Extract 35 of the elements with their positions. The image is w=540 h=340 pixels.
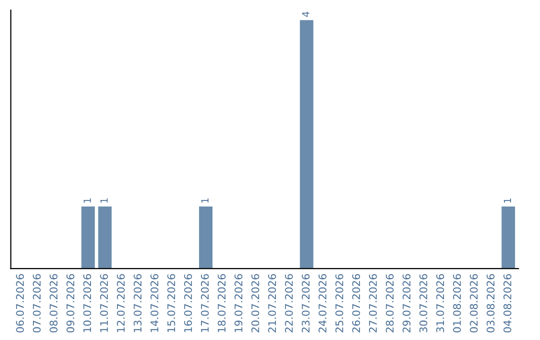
x-tick-label: 22.07.2026 [284, 274, 293, 332]
x-tick-label: 24.07.2026 [318, 274, 326, 332]
x-tick-label: 17.07.2026 [200, 274, 209, 332]
data-label: 1 [84, 198, 91, 203]
x-tick-label: 08.07.2026 [50, 274, 58, 332]
x-tick-label: 19.07.2026 [234, 274, 242, 332]
x-tick-label: 30.07.2026 [419, 274, 428, 332]
x-tick-label: 12.07.2026 [116, 274, 125, 332]
x-tick-label: 31.07.2026 [436, 274, 444, 332]
x-tick-label: 25.07.2026 [335, 274, 344, 332]
x-tick-label: 28.07.2026 [386, 274, 394, 332]
x-tick-label: 29.07.2026 [402, 274, 410, 332]
x-tick-label: 01.08.2026 [453, 274, 461, 332]
x-tick-label: 11.07.2026 [100, 274, 108, 332]
x-tick-label: 16.07.2026 [184, 274, 192, 332]
x-tick-label: 07.07.2026 [32, 274, 41, 332]
data-label: 1 [504, 198, 511, 203]
x-tick-label: 23.07.2026 [302, 274, 310, 332]
x-tick-label: 18.07.2026 [218, 274, 226, 332]
x-tick-label: 03.08.2026 [486, 274, 495, 332]
x-tick-label: 14.07.2026 [150, 274, 158, 332]
x-tick-label: 27.07.2026 [368, 274, 377, 332]
x-tick-label: 20.07.2026 [251, 274, 260, 332]
x-tick-label: 15.07.2026 [167, 274, 176, 332]
data-label: 1 [100, 198, 108, 203]
x-tick-label: 21.07.2026 [268, 274, 276, 332]
data-label: 4 [302, 12, 310, 17]
data-label: 1 [201, 198, 208, 203]
x-tick-label: 13.07.2026 [134, 274, 142, 332]
x-tick-label: 02.08.2026 [470, 274, 478, 332]
x-tick-label: 26.07.2026 [352, 274, 360, 332]
x-tick-label: 06.07.2026 [16, 274, 24, 332]
x-tick-label: 09.07.2026 [66, 274, 74, 332]
x-tick-label: 04.08.2026 [503, 274, 512, 332]
x-tick-label: 10.07.2026 [83, 274, 92, 332]
